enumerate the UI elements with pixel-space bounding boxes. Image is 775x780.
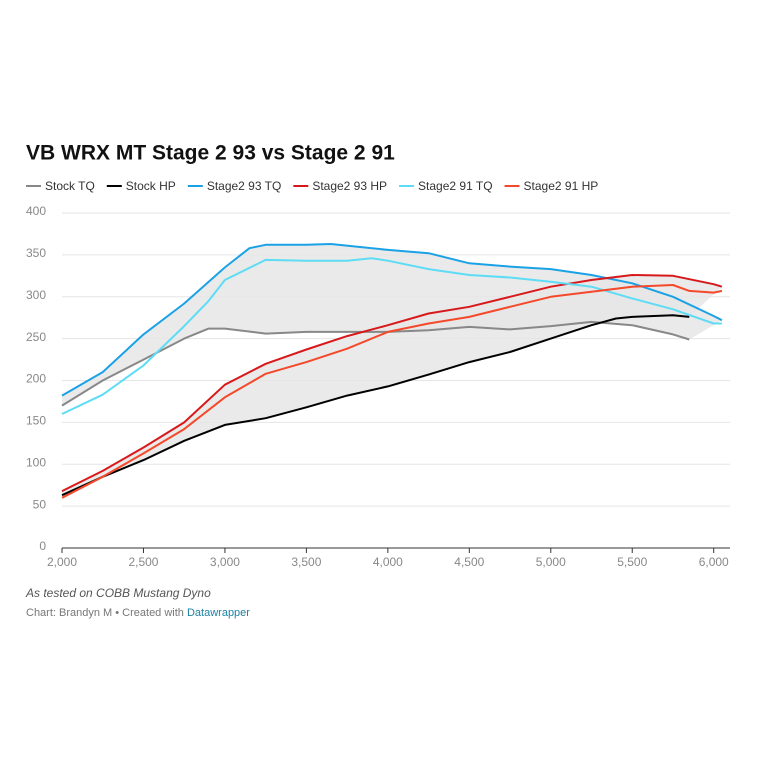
legend-label: Stage2 93 HP bbox=[312, 179, 387, 193]
y-tick-label: 150 bbox=[26, 414, 46, 428]
x-tick-label: 4,000 bbox=[373, 555, 403, 569]
x-tick-label: 2,000 bbox=[47, 555, 77, 569]
chart-title: VB WRX MT Stage 2 93 vs Stage 2 91 bbox=[26, 142, 395, 165]
y-tick-label: 100 bbox=[26, 455, 46, 469]
x-tick-label: 6,000 bbox=[699, 555, 729, 569]
series-line bbox=[61, 274, 723, 492]
y-tick-label: 0 bbox=[39, 539, 46, 553]
x-tick-label: 5,000 bbox=[536, 555, 566, 569]
legend-label: Stock TQ bbox=[45, 179, 95, 193]
lines bbox=[61, 243, 723, 499]
y-tick-label: 250 bbox=[26, 330, 46, 344]
x-tick-label: 3,000 bbox=[210, 555, 240, 569]
y-tick-label: 400 bbox=[26, 204, 46, 218]
y-tick-label: 200 bbox=[26, 372, 46, 386]
y-tick-label: 50 bbox=[33, 497, 47, 511]
series-line bbox=[61, 257, 722, 415]
x-tick-label: 5,500 bbox=[617, 555, 647, 569]
y-tick-label: 350 bbox=[26, 246, 46, 260]
y-tick-label: 300 bbox=[26, 288, 46, 302]
legend-label: Stage2 91 TQ bbox=[418, 179, 493, 193]
x-tick-label: 2,500 bbox=[128, 555, 158, 569]
series-line bbox=[61, 314, 690, 497]
legend-label: Stock HP bbox=[126, 179, 176, 193]
legend-label: Stage2 91 HP bbox=[524, 179, 599, 193]
legend: Stock TQ Stock HP Stage2 93 TQ Stage2 93 HP… bbox=[26, 179, 598, 193]
legend-label: Stage2 93 TQ bbox=[207, 179, 282, 193]
source-text: Chart: Brandyn M • Created with bbox=[26, 607, 184, 619]
series-line bbox=[61, 284, 723, 499]
x-tick-label: 4,500 bbox=[454, 555, 484, 569]
credit-link[interactable]: Datawrapper bbox=[187, 607, 250, 619]
note: As tested on COBB Mustang Dyno bbox=[25, 586, 211, 600]
source: Chart: Brandyn M • Created with Datawrap… bbox=[26, 607, 250, 619]
series-line bbox=[61, 243, 723, 397]
x-tick-label: 3,500 bbox=[291, 555, 321, 569]
